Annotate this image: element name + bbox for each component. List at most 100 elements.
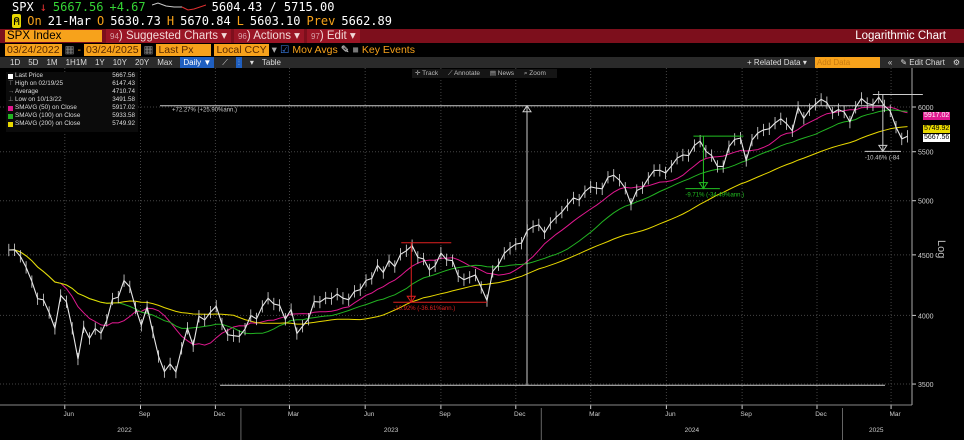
price-chart[interactable]: 3500 4000 4500 5000 5500 6000 Jun Sep Dec Mar Jun S… (0, 68, 964, 440)
y-tick-label: 4500 (918, 253, 934, 260)
legend-label: Average (15, 88, 39, 95)
field-select[interactable]: Last Px (156, 44, 212, 56)
period-20y[interactable]: 20Y (134, 58, 150, 67)
add-data-input[interactable]: Add Data (814, 57, 880, 68)
frequency-select[interactable]: Daily ▼ (180, 57, 215, 68)
period-1m[interactable]: 1M (46, 58, 58, 67)
y-tick-label: 5000 (918, 199, 934, 206)
arrow-down-icon (877, 144, 888, 153)
legend-item[interactable]: ⊥ Low on 10/13/22 3491.58 (6, 96, 138, 104)
period-1h1m[interactable]: 1H1M (65, 58, 87, 67)
actions-menu[interactable]: 96) Actions ▾ (233, 29, 304, 43)
period-10y[interactable]: 10Y (112, 58, 127, 67)
year-label: 2025 (869, 427, 884, 434)
suggested-charts-menu[interactable]: 94) Suggested Charts ▾ (106, 29, 231, 43)
end-date-input[interactable]: 03/24/2025 (83, 44, 141, 56)
edit-chart-button[interactable]: ✎ Edit Chart (900, 58, 945, 67)
x-tick-label: Jun (64, 411, 75, 418)
legend-value: 5933.58 (112, 112, 135, 119)
edit-menu[interactable]: 97) Edit ▾ (306, 29, 360, 43)
annotate-tool[interactable]: ⟋ Annotate (447, 70, 480, 77)
legend-marker-icon: → (8, 88, 15, 95)
gear-icon[interactable]: ⚙ (952, 58, 960, 67)
legend-value: 5667.56 (112, 72, 135, 79)
period-group: 1D 5D 1M 1H1M 1Y 10Y 20Y Max Daily ▼ ⟋ ⫶… (10, 57, 289, 68)
moving-average-line-200 (8, 126, 908, 325)
chart-toolbar: 1D 5D 1M 1H1M 1Y 10Y 20Y Max Daily ▼ ⟋ ⫶… (0, 57, 964, 68)
x-tick-label: Mar (288, 411, 300, 418)
price-line (8, 96, 908, 374)
period-5d[interactable]: 5D (28, 58, 39, 67)
annotate-label: Annotate (453, 70, 480, 77)
last-price: 5667.56 (52, 0, 104, 14)
pencil-icon[interactable]: ✎ (340, 44, 350, 56)
legend-value: 5917.02 (112, 104, 135, 111)
security-input[interactable]: SPX Index (5, 30, 102, 42)
high-value: 5670.84 (180, 14, 231, 28)
news-label: News (497, 70, 515, 77)
track-label: Track (422, 70, 439, 77)
track-tool[interactable]: ✛ Track (415, 70, 439, 77)
bar-chart-icon[interactable]: ⫶ (235, 57, 242, 68)
annotation-label: -9.71% (-34.49%ann.) (685, 193, 744, 199)
more-dropdown-icon[interactable]: ▾ (249, 58, 254, 67)
dropdown-arrow-icon[interactable]: ▾ (271, 44, 277, 56)
chart-legend: Last Price 5667.56 ⊤ High on 02/19/25 6147.4… (6, 72, 138, 132)
period-1y[interactable]: 1Y (94, 58, 105, 67)
news-tool[interactable]: ▤ News (489, 70, 515, 77)
edit-label: Edit (326, 30, 347, 42)
key-events-checkbox[interactable]: ■ (352, 44, 359, 56)
legend-item[interactable]: → Average 4710.74 (6, 88, 138, 96)
arrow-down-icon (698, 182, 709, 190)
sparkline-icon (151, 2, 206, 11)
price-badge: 5749.92 (923, 124, 951, 133)
legend-swatch (8, 121, 13, 127)
x-tick-label: Sep (740, 411, 752, 418)
legend-item[interactable]: ⊤ High on 02/19/25 6147.43 (6, 80, 138, 88)
line-chart-icon[interactable]: ⟋ (222, 58, 228, 67)
legend-item[interactable]: Last Price 5667.56 (6, 72, 138, 80)
mov-avgs-label[interactable]: Mov Avgs (292, 44, 338, 56)
y-tick-label: 5500 (918, 150, 934, 157)
currency-select[interactable]: Local CCY (214, 44, 269, 56)
legend-item[interactable]: SMAVG (50) on Close 5917.02 (6, 104, 138, 112)
collapse-button[interactable]: « (887, 58, 893, 67)
ohlc-line: ⍝ On 21-Mar O 5630.73 H 5670.84 L 5603.10 Pr… (0, 14, 964, 28)
legend-label: Last Price (15, 72, 43, 79)
net-change: +4.67 (109, 0, 146, 14)
x-tick-label: Jun (665, 411, 676, 418)
legend-value: 5749.92 (112, 120, 135, 127)
zoom-tool[interactable]: ⌕ Zoom (523, 70, 546, 77)
on-label: On (27, 14, 42, 28)
x-tick-label: Dec (815, 411, 827, 418)
arrow-up-icon (522, 104, 532, 113)
open-value: 5630.73 (110, 14, 161, 28)
calendar-icon[interactable]: ▦ (143, 44, 154, 56)
table-button[interactable]: Table (261, 58, 281, 67)
legend-item[interactable]: SMAVG (100) on Close 5933.58 (6, 112, 138, 120)
annotation-label: -10.92% (-36.61%ann.) (393, 306, 455, 312)
start-date-input[interactable]: 03/24/2022 (5, 44, 62, 56)
key-events-label[interactable]: Key Events (361, 44, 415, 56)
moving-average-line-100 (8, 109, 908, 335)
zoom-label: Zoom (529, 70, 546, 77)
legend-label: SMAVG (200) on Close (15, 120, 81, 127)
calendar-icon[interactable]: ▦ (64, 44, 75, 56)
related-data-button[interactable]: + Related Data ▾ (747, 58, 807, 67)
legend-label: Low on 10/13/22 (15, 96, 62, 103)
actions-label: Actions (253, 30, 291, 42)
arrow-down-icon (406, 295, 417, 304)
legend-swatch (8, 73, 13, 79)
year-label: 2024 (685, 427, 700, 434)
period-max[interactable]: Max (157, 58, 173, 67)
edit-chart-label: Edit Chart (909, 58, 945, 67)
price-badge: 5667.56 (923, 133, 951, 142)
legend-swatch (8, 113, 13, 119)
date-separator: - (77, 44, 81, 56)
period-1d[interactable]: 1D (10, 58, 21, 67)
mov-avgs-checkbox[interactable]: ☑ (279, 44, 290, 56)
y-axis-label: Log (935, 240, 947, 258)
legend-item[interactable]: SMAVG (200) on Close 5749.92 (6, 120, 138, 128)
x-tick-label: Jun (364, 411, 375, 418)
x-tick-label: Dec (214, 411, 226, 418)
